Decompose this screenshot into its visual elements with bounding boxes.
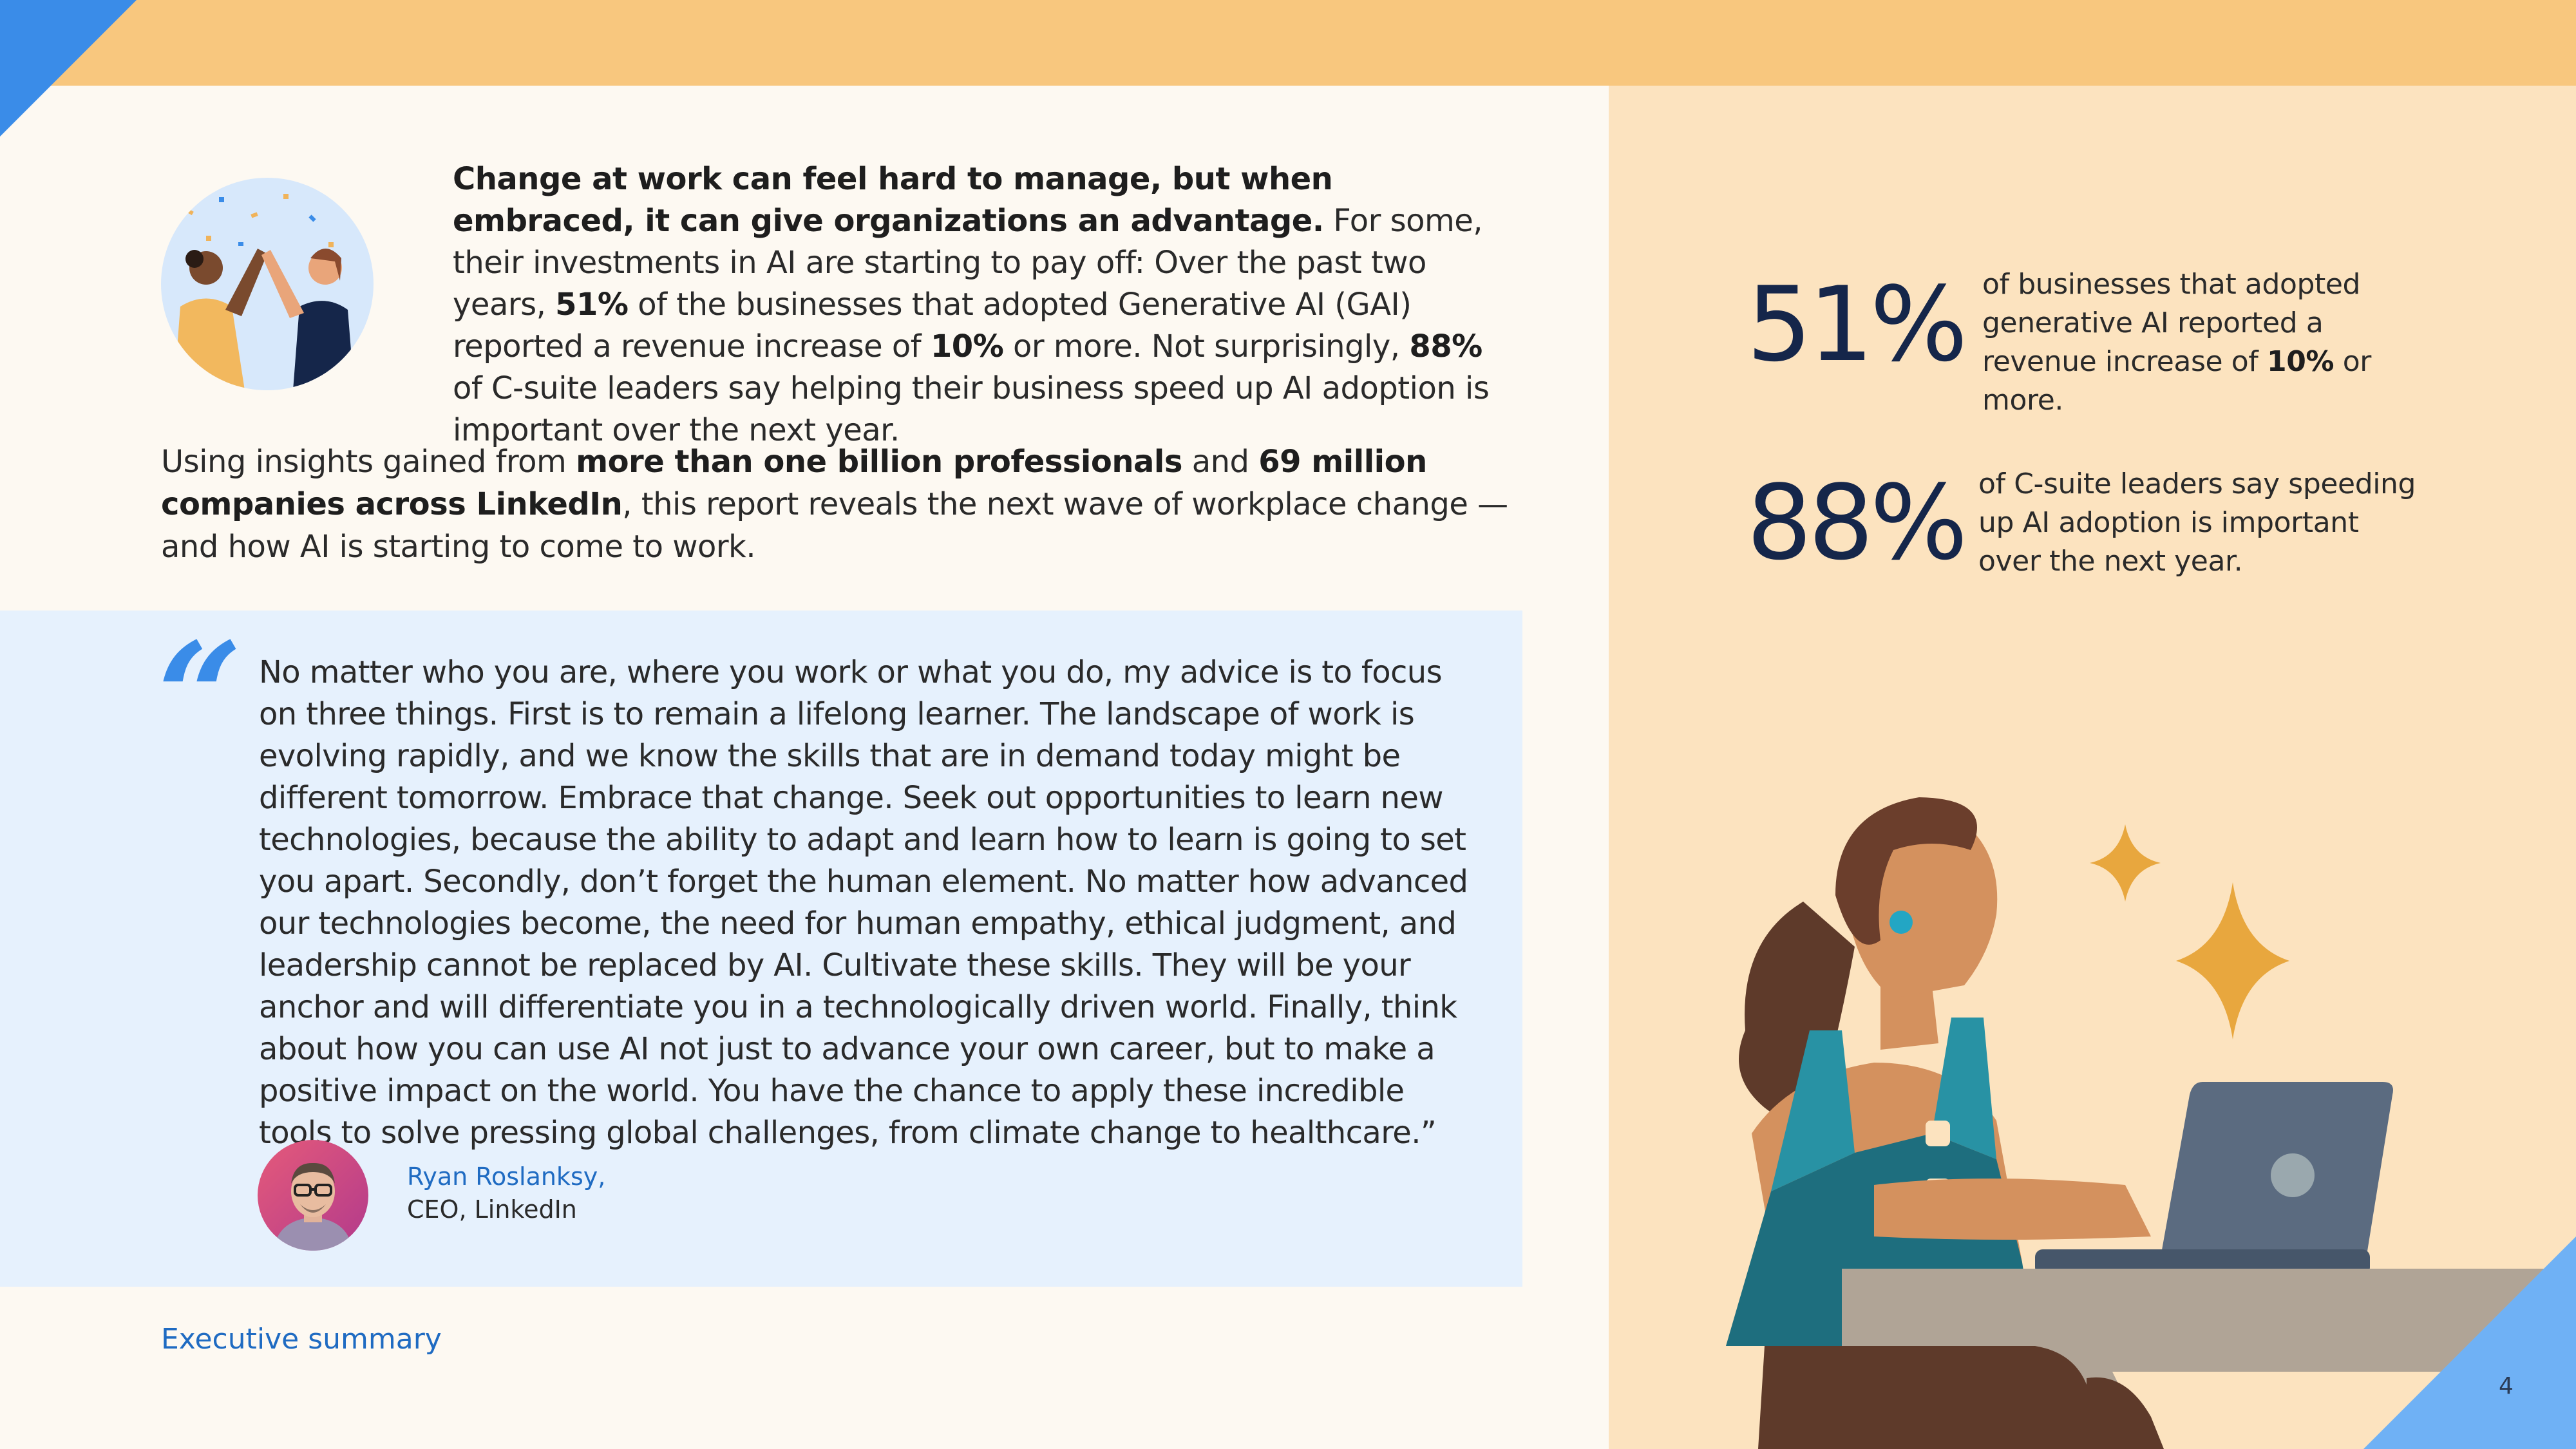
para2-bold-1: more than one billion professionals [576, 444, 1182, 480]
top-band [0, 0, 2576, 86]
stat-value-88: 88% [1747, 462, 1968, 583]
para2-text-1: Using insights gained from [161, 444, 576, 480]
high-five-illustration-icon [161, 178, 374, 390]
para2-text-2: and [1182, 444, 1259, 480]
intro-text-3: or more. Not surprisingly, [1003, 328, 1410, 365]
author-name: Ryan Roslanksy, [407, 1162, 606, 1191]
quote-mark-icon: “ [157, 611, 243, 784]
corner-accent-top-left [0, 0, 137, 137]
stat-value-51: 51% [1747, 264, 1968, 384]
quote-text: No matter who you are, where you work or… [259, 654, 1468, 1151]
page-number: 4 [2499, 1373, 2514, 1399]
stat1-desc-bold: 10% [2266, 345, 2334, 378]
intro-paragraph: Change at work can feel hard to manage, … [453, 158, 1509, 451]
intro-stat-51: 51% [555, 287, 629, 323]
stat-desc-88: of C-suite leaders say speeding up AI ad… [1978, 465, 2416, 581]
para2-bold-2: 69 million companies across LinkedIn [161, 444, 1427, 522]
quote-box [0, 611, 1522, 1287]
stat1-desc-text-1: of businesses that adopted generative AI… [1982, 268, 2361, 378]
intro-lead: Change at work can feel hard to manage, … [453, 161, 1333, 239]
intro-stat-88: 88% [1409, 328, 1482, 365]
author-title: CEO, LinkedIn [407, 1195, 577, 1224]
intro-stat-10: 10% [930, 328, 1004, 365]
ceo-avatar-icon [258, 1140, 368, 1251]
stat-desc-51: of businesses that adopted generative AI… [1982, 265, 2420, 420]
intro-text-4: of C-suite leaders say helping their bus… [453, 370, 1490, 448]
para2-text-3: , this report reveals the next wave of w… [161, 486, 1508, 565]
stat1-desc-text-2: or more. [1982, 345, 2371, 417]
corner-accent-bottom-right [2363, 1236, 2576, 1449]
section-label-link[interactable]: Executive summary [161, 1323, 442, 1356]
insights-paragraph: Using insights gained from more than one… [161, 440, 1513, 568]
intro-text-1: For some, their investments in AI are st… [453, 203, 1482, 323]
intro-text-2: of the businesses that adopted Generativ… [453, 287, 1412, 365]
stat2-desc-text-1: of C-suite leaders say speeding up AI ad… [1978, 468, 2416, 578]
